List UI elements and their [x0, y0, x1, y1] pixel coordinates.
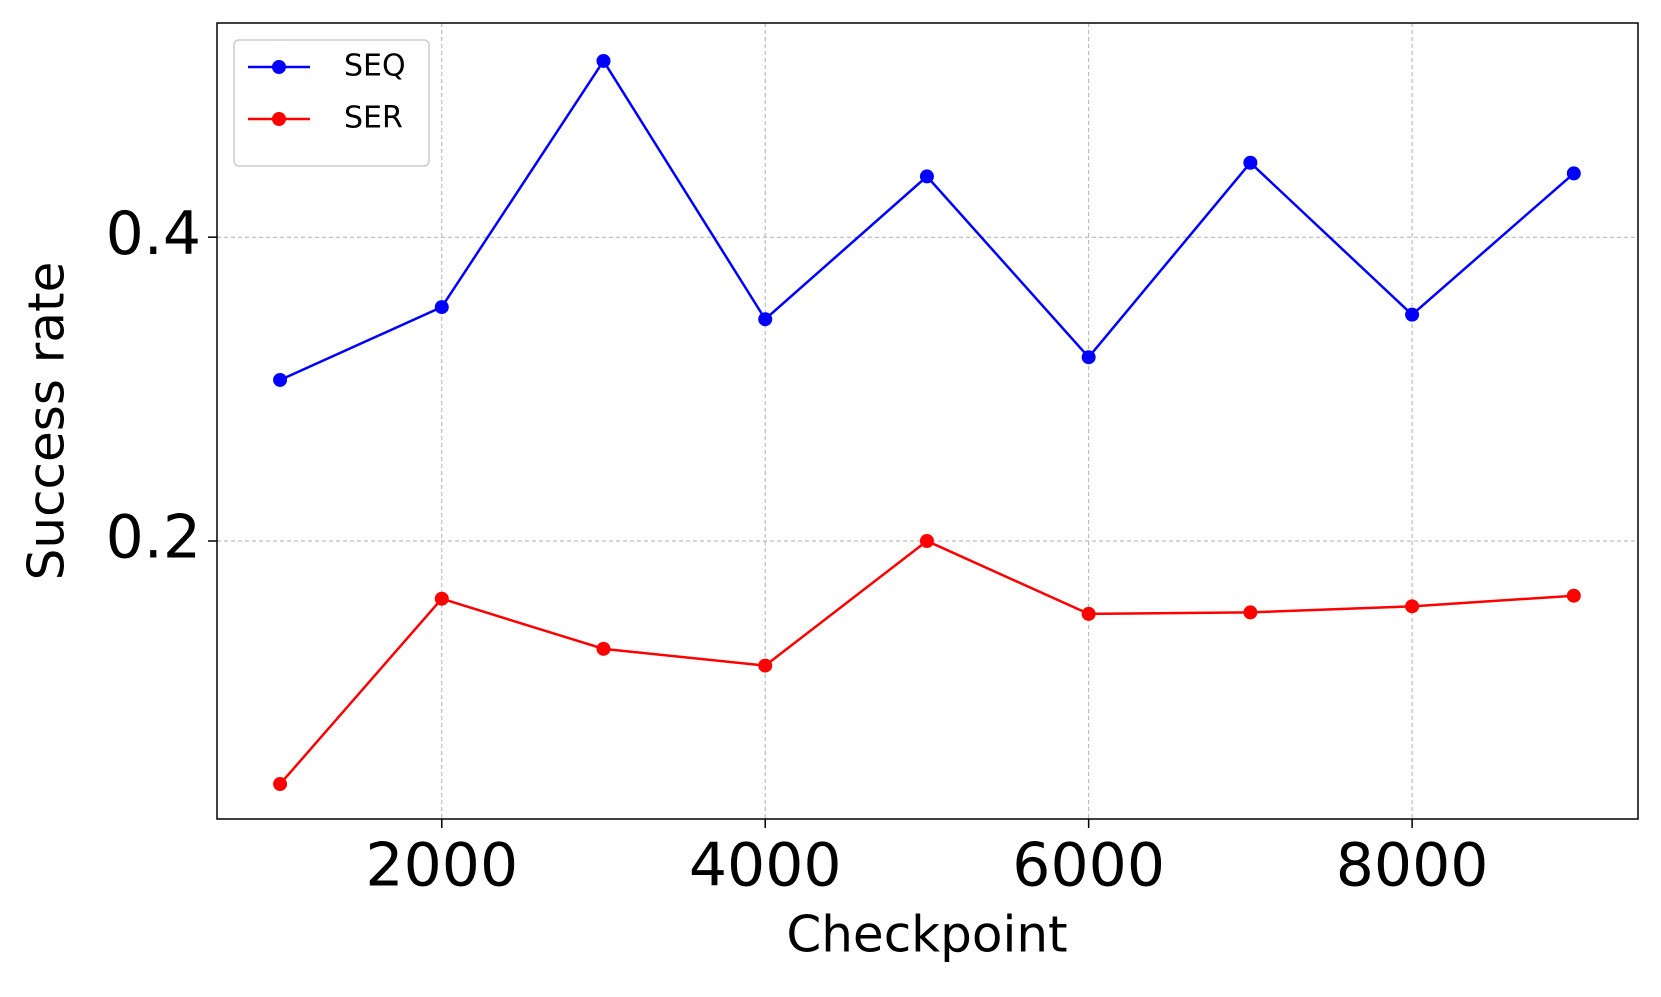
x-axis-label: Checkpoint — [786, 906, 1067, 964]
point — [1566, 166, 1581, 181]
x-tick-label: 8000 — [1336, 831, 1489, 901]
point — [434, 300, 449, 315]
point — [273, 372, 288, 387]
point — [1566, 588, 1581, 603]
point — [758, 312, 773, 327]
point — [1405, 307, 1420, 322]
y-tick-label: 0.4 — [106, 199, 201, 269]
point — [1081, 606, 1096, 621]
point — [919, 169, 934, 184]
point — [596, 641, 611, 656]
point — [1405, 599, 1420, 614]
point — [273, 777, 288, 792]
point — [919, 534, 934, 549]
plot-frame — [216, 22, 1639, 820]
y-axis-label: Success rate — [18, 262, 76, 581]
point — [596, 53, 611, 68]
point — [758, 658, 773, 673]
legend-marker — [272, 60, 286, 74]
x-tick-label: 2000 — [365, 831, 518, 901]
legend-label: SER — [344, 101, 403, 136]
series-line — [279, 539, 1574, 785]
point — [1081, 350, 1096, 365]
legend-marker — [272, 112, 286, 126]
point — [1243, 155, 1258, 170]
series-line — [279, 58, 1575, 382]
legend-label: SEQ — [344, 49, 406, 84]
y-tick-label: 0.2 — [106, 503, 201, 573]
point — [1243, 605, 1258, 620]
x-tick-label: 4000 — [689, 831, 842, 901]
point — [434, 591, 449, 606]
x-tick-label: 6000 — [1012, 831, 1165, 901]
